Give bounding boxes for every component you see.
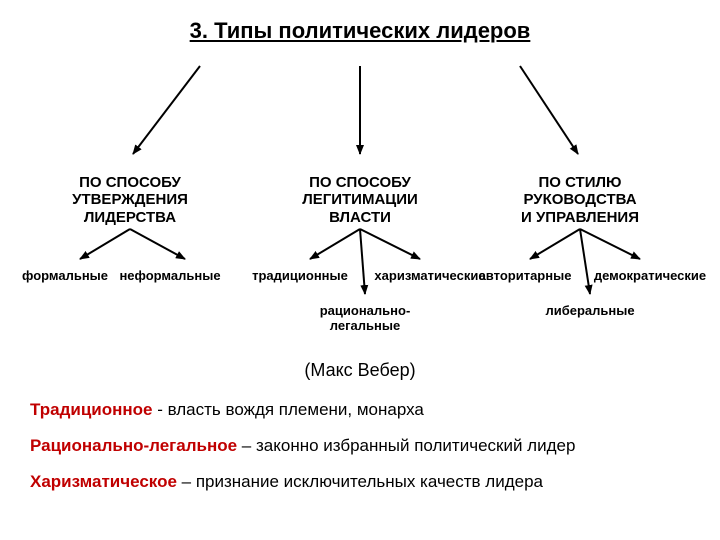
definition-sep-2: – <box>177 472 196 491</box>
cat3-leaf-2: либеральные <box>510 304 670 319</box>
cat3-leaf-1: демократические <box>570 269 720 284</box>
page-title: 3. Типы политических лидеров <box>0 0 720 44</box>
cat1-label: ПО СПОСОБУУТВЕРЖДЕНИЯЛИДЕРСТВА <box>45 174 215 226</box>
definition-term-1: Рационально-легальное <box>30 436 237 455</box>
cat2-leaf-2: рационально-легальные <box>285 304 445 334</box>
definition-text-2: признание исключительных качеств лидера <box>196 472 543 491</box>
definition-2: Харизматическое – признание исключительн… <box>30 471 690 493</box>
cat3-label: ПО СТИЛЮРУКОВОДСТВАИ УПРАВЛЕНИЯ <box>490 174 670 226</box>
definition-sep-1: – <box>237 436 256 455</box>
definition-sep-0: - <box>152 400 167 419</box>
attribution: (Макс Вебер) <box>0 360 720 381</box>
definition-term-2: Харизматическое <box>30 472 177 491</box>
definition-text-0: власть вождя племени, монарха <box>168 400 424 419</box>
cat2-label: ПО СПОСОБУЛЕГИТИМАЦИИВЛАСТИ <box>275 174 445 226</box>
tree-diagram: ПО СПОСОБУУТВЕРЖДЕНИЯЛИДЕРСТВАформальные… <box>0 44 720 354</box>
definition-1: Рационально-легальное – законно избранны… <box>30 435 690 457</box>
definition-term-0: Традиционное <box>30 400 152 419</box>
definitions-block: Традиционное - власть вождя племени, мон… <box>0 381 720 493</box>
definition-text-1: законно избранный политический лидер <box>256 436 575 455</box>
definition-0: Традиционное - власть вождя племени, мон… <box>30 399 690 421</box>
